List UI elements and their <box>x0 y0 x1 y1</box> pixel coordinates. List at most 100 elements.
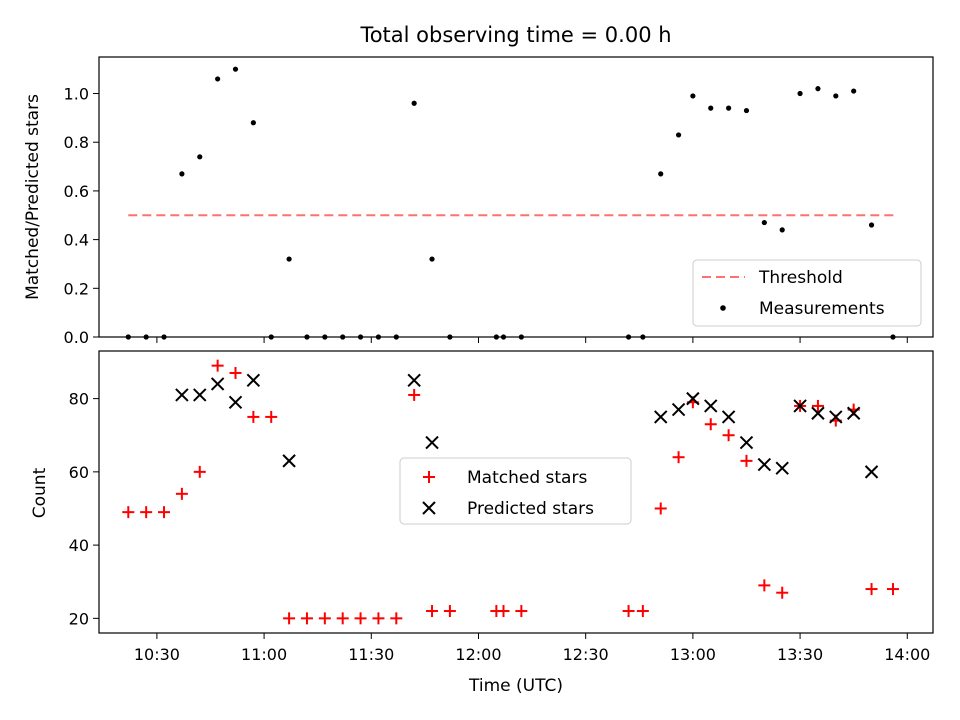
matched-star-point <box>318 612 331 625</box>
top-y-tick-label: 0.0 <box>64 328 89 347</box>
matched-star-point <box>211 359 224 372</box>
matched-star-point <box>390 612 403 625</box>
measurement-point <box>690 93 696 99</box>
predicted-star-point <box>210 377 225 391</box>
measurement-point <box>658 171 664 177</box>
matched-star-point <box>265 410 278 423</box>
bottom-y-tick-label: 20 <box>69 609 89 628</box>
bottom-plot-frame <box>98 350 934 634</box>
predicted-star-point <box>739 435 754 450</box>
top-legend: Threshold Measurements <box>692 259 922 327</box>
matched-star-point <box>636 605 649 618</box>
top-y-axis-label: Matched/Predicted stars <box>23 94 43 300</box>
legend-predicted-label: Predicted stars <box>467 499 594 519</box>
matched-star-point <box>247 410 260 423</box>
top-plot-frame <box>98 56 934 338</box>
predicted-star-point <box>228 395 243 409</box>
bottom-x-axis-label: Time (UTC) <box>468 676 563 696</box>
bottom-x-tick-label: 10:30 <box>134 645 180 664</box>
matched-star-point <box>193 465 206 478</box>
measurement-point <box>797 90 803 97</box>
bottom-x-tick-label: 14:00 <box>884 645 930 664</box>
legend-matched-swatch <box>423 471 435 483</box>
matched-star-point <box>443 605 456 618</box>
bottom-y-tick-label: 80 <box>69 390 89 409</box>
measurement-point <box>286 256 292 262</box>
bottom-y-axis-label: Count <box>30 467 50 518</box>
measurement-point <box>708 105 714 111</box>
matched-star-point <box>886 583 899 596</box>
matched-star-point <box>865 583 878 596</box>
predicted-star-point <box>793 399 807 413</box>
matched-star-point <box>372 612 385 625</box>
top-y-tick-label: 0.6 <box>64 182 89 201</box>
measurement-point <box>232 66 239 72</box>
matched-star-point <box>426 605 439 618</box>
matched-star-point <box>622 605 635 618</box>
predicted-star-point <box>829 410 843 424</box>
predicted-star-point <box>686 391 700 406</box>
matched-star-point <box>811 399 824 412</box>
measurement-point <box>197 154 203 160</box>
predicted-star-point <box>175 388 189 402</box>
measurement-point <box>726 105 732 111</box>
matched-star-point <box>158 506 171 519</box>
legend-predicted-swatch <box>422 501 436 515</box>
matched-star-point <box>122 506 135 519</box>
matched-star-point <box>776 586 789 599</box>
measurement-point <box>250 120 256 126</box>
matched-star-point <box>140 506 153 519</box>
measurement-point <box>851 88 857 94</box>
matched-star-point <box>515 605 528 618</box>
predicted-star-point <box>864 465 879 479</box>
measurement-point <box>761 219 767 226</box>
legend-matched-label: Matched stars <box>467 468 587 488</box>
bottom-y-tick-label: 40 <box>69 536 89 555</box>
predicted-star-point <box>282 454 296 468</box>
top-y-tick-label: 0.2 <box>64 279 89 298</box>
legend-threshold-label: Threshold <box>758 268 843 288</box>
bottom-x-tick-label: 13:00 <box>670 645 716 664</box>
matched-star-point <box>758 579 771 592</box>
matched-star-point <box>740 454 753 467</box>
measurement-point <box>411 100 417 106</box>
measurement-point <box>675 132 682 138</box>
predicted-star-point <box>775 461 789 475</box>
matched-star-point <box>336 612 349 625</box>
bottom-x-tick-label: 12:30 <box>563 645 609 664</box>
top-y-tick-label: 1.0 <box>64 85 89 104</box>
matched-star-point <box>722 429 735 442</box>
predicted-star-point <box>671 402 686 417</box>
bottom-legend-box <box>399 457 632 525</box>
measurement-point <box>179 171 185 177</box>
matched-star-point <box>283 612 296 625</box>
top-y-tick-label: 0.4 <box>64 231 89 250</box>
top-y-tick-label: 0.8 <box>64 133 89 152</box>
measurement-point <box>779 227 785 233</box>
predicted-star-point <box>704 399 718 413</box>
predicted-star-point <box>721 410 736 424</box>
bottom-x-tick-label: 11:30 <box>348 645 394 664</box>
matched-star-point <box>229 366 242 379</box>
legend-measurements-swatch <box>720 305 726 311</box>
legend-measurements-label: Measurements <box>759 299 885 319</box>
matched-star-point <box>408 388 421 401</box>
matched-star-point <box>300 612 313 625</box>
predicted-star-point <box>846 406 861 420</box>
predicted-star-point <box>407 373 421 388</box>
matched-star-point <box>654 502 667 515</box>
measurement-point <box>833 93 839 99</box>
measurement-point <box>743 107 750 114</box>
bottom-x-tick-label: 11:00 <box>241 645 287 664</box>
matched-star-point <box>354 612 367 625</box>
measurement-point <box>868 222 875 228</box>
predicted-star-point <box>425 435 439 450</box>
predicted-star-point <box>757 457 772 472</box>
measurement-point <box>815 86 821 92</box>
measurement-point <box>215 76 221 82</box>
matched-star-point <box>175 487 188 500</box>
top-legend-box <box>692 259 922 327</box>
predicted-star-point <box>246 373 261 388</box>
bottom-legend: Matched stars Predicted stars <box>399 457 632 525</box>
